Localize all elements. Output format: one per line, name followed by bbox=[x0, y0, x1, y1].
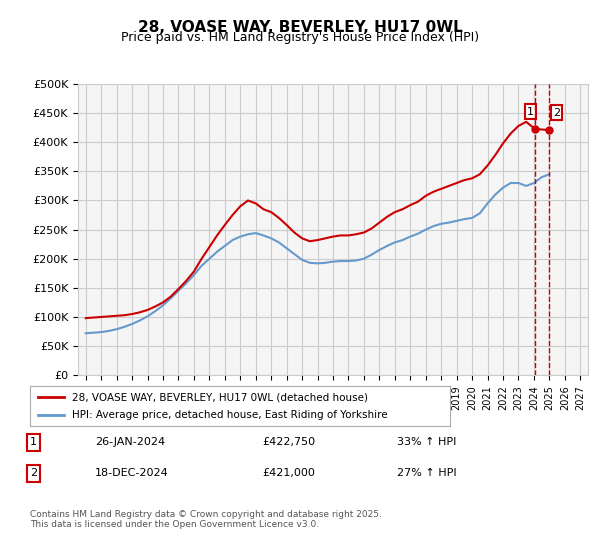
Text: 28, VOASE WAY, BEVERLEY, HU17 0WL (detached house): 28, VOASE WAY, BEVERLEY, HU17 0WL (detac… bbox=[72, 393, 368, 403]
Text: 27% ↑ HPI: 27% ↑ HPI bbox=[397, 468, 457, 478]
Text: 18-DEC-2024: 18-DEC-2024 bbox=[95, 468, 169, 478]
Text: 2: 2 bbox=[30, 468, 37, 478]
Text: £421,000: £421,000 bbox=[262, 468, 315, 478]
Text: Price paid vs. HM Land Registry's House Price Index (HPI): Price paid vs. HM Land Registry's House … bbox=[121, 31, 479, 44]
Text: 2: 2 bbox=[553, 108, 560, 118]
Text: Contains HM Land Registry data © Crown copyright and database right 2025.
This d: Contains HM Land Registry data © Crown c… bbox=[30, 510, 382, 529]
Text: 1: 1 bbox=[30, 437, 37, 447]
Text: 26-JAN-2024: 26-JAN-2024 bbox=[95, 437, 165, 447]
Text: 33% ↑ HPI: 33% ↑ HPI bbox=[397, 437, 457, 447]
Text: HPI: Average price, detached house, East Riding of Yorkshire: HPI: Average price, detached house, East… bbox=[72, 409, 388, 419]
Text: 1: 1 bbox=[527, 106, 534, 116]
Text: £422,750: £422,750 bbox=[262, 437, 316, 447]
Text: 28, VOASE WAY, BEVERLEY, HU17 0WL: 28, VOASE WAY, BEVERLEY, HU17 0WL bbox=[137, 20, 463, 35]
